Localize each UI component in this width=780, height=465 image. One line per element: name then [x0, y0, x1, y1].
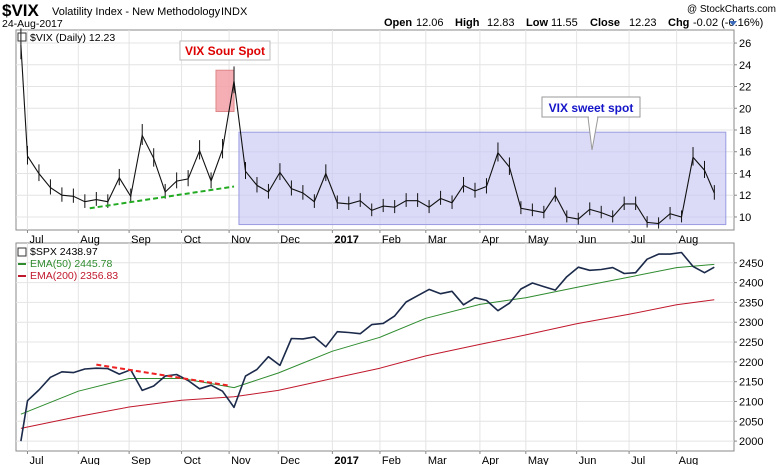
x-tick-label: Dec [280, 234, 300, 246]
spx-legend-label: EMA(200) 2356.83 [30, 270, 118, 282]
sour-spot-zone [215, 69, 235, 113]
quote-value: 12.83 [487, 17, 515, 29]
vix-panel: 10 12 14 16 18 20 22 24 26 $VIX (Daily) 12.23 VI… [15, 28, 751, 231]
x-tick-label: Aug [679, 234, 699, 246]
spx-legend-label: EMA(50) 2445.78 [30, 258, 112, 270]
x-tick-label: Nov [231, 234, 251, 246]
x-tick-label: Oct [184, 455, 201, 465]
x-tick-label: Jun [579, 455, 597, 465]
quote-label: Low [526, 17, 548, 29]
spx-series [20, 251, 715, 442]
vix-series [20, 28, 715, 229]
sour-spot-label: VIX Sour Spot [185, 44, 265, 58]
support-trendline [89, 185, 235, 210]
vix-line [20, 45, 715, 225]
resistance-trendline [96, 363, 230, 387]
spx-panel: 2000 2050 2100 2150 2200 2250 2300 2350 2400 2450… [15, 242, 763, 452]
x-tick-label: Jul [29, 455, 43, 465]
x-tick-label: Apr [482, 455, 499, 465]
y-tick-label: 18 [739, 125, 751, 137]
y-tick-label: 2300 [739, 317, 763, 329]
instrument-name: Volatility Index - New Methodology [52, 6, 221, 18]
y-tick-label: 24 [739, 60, 751, 72]
exchange-label: INDX [221, 6, 248, 18]
y-tick-label: 2200 [739, 357, 763, 369]
x-tick-label: Jul [631, 455, 645, 465]
spx-gridlines [16, 243, 734, 451]
quote-bar: Open 12.06 High 12.83 Low 11.55 Close 12.23 Chg -… [384, 17, 763, 29]
x-tick-label: Oct [184, 234, 201, 246]
ema200-line [20, 299, 715, 429]
y-tick-label: 20 [739, 103, 751, 115]
x-tick-label: May [528, 455, 549, 465]
spx-panel-frame [15, 242, 735, 452]
x-tick-label: Aug [80, 455, 100, 465]
y-tick-label: 12 [739, 190, 751, 202]
vix-legend: $VIX (Daily) 12.23 [17, 32, 115, 44]
symbol-title: $VIX [2, 1, 40, 20]
x-tick-label: Mar [428, 455, 447, 465]
y-tick-label: 22 [739, 82, 751, 94]
sweet-spot-zone [238, 131, 727, 226]
y-tick-label: 2400 [739, 278, 763, 290]
x-tick-label: Jun [579, 234, 597, 246]
sweet-spot-label: VIX sweet spot [549, 101, 634, 115]
x-tick-label: May [528, 234, 549, 246]
y-tick-label: 26 [739, 38, 751, 50]
x-tick-label: Nov [231, 455, 251, 465]
chart-header: $VIX Volatility Index - New Methodology … [2, 1, 776, 30]
quote-value: 11.55 [551, 17, 578, 29]
x-tick-label: Mar [428, 234, 447, 246]
x-tick-label: Aug [679, 455, 699, 465]
vix-x-axis: Jul Aug Sep Oct Nov Dec 2017 Feb Mar Apr May Jun Jul… [26, 230, 699, 246]
y-tick-label: 2100 [739, 396, 763, 408]
watermark: @ StockCharts.com [687, 4, 776, 15]
legend-swatch [17, 32, 27, 42]
triangle-down-icon[interactable] [729, 21, 737, 26]
spx-x-axis: Jul Aug Sep Oct Nov Dec 2017 Feb Mar Apr May Jun Jul… [26, 451, 699, 465]
quote-label: Open [384, 17, 412, 29]
x-tick-label: Jul [631, 234, 645, 246]
quote-label: Chg [668, 17, 689, 29]
quote-value: 12.23 [629, 17, 657, 29]
legend-swatch [17, 247, 27, 257]
y-tick-label: 2450 [739, 258, 763, 270]
x-tick-label: Aug [80, 234, 100, 246]
vix-y-axis: 10 12 14 16 18 20 22 24 26 [734, 38, 751, 224]
x-tick-label: Feb [382, 234, 401, 246]
y-tick-label: 2000 [739, 436, 763, 448]
x-tick-label: Sep [131, 455, 151, 465]
x-tick-label: Apr [482, 234, 499, 246]
chart-date: 24-Aug-2017 [2, 18, 63, 30]
x-tick-label: 2017 [334, 234, 358, 246]
y-tick-label: 2150 [739, 377, 763, 389]
vix-annotations: VIX Sour Spot VIX sweet spot [179, 40, 641, 151]
x-tick-label: Jul [29, 234, 43, 246]
x-tick-label: Dec [280, 455, 300, 465]
vix-legend-label: $VIX (Daily) 12.23 [30, 32, 115, 44]
y-tick-label: 2350 [739, 297, 763, 309]
y-tick-label: 2250 [739, 337, 763, 349]
quote-label: High [455, 17, 480, 29]
y-tick-label: 10 [739, 212, 751, 224]
spx-y-axis: 2000 2050 2100 2150 2200 2250 2300 2350 2400 2450 [734, 258, 763, 448]
y-tick-label: 16 [739, 147, 751, 159]
y-tick-label: 14 [739, 168, 751, 180]
ema50-line [20, 263, 715, 415]
y-tick-label: 2050 [739, 416, 763, 428]
quote-value: 12.06 [416, 17, 444, 29]
spx-legend-label: $SPX 2438.97 [30, 246, 98, 258]
quote-value: -0.02 (-0.16%) [693, 17, 763, 29]
x-tick-label: 2017 [334, 455, 358, 465]
x-tick-label: Sep [131, 234, 151, 246]
x-tick-label: Feb [382, 455, 401, 465]
quote-label: Close [590, 17, 620, 29]
spx-price-line [20, 251, 715, 442]
vix-zones [215, 69, 727, 226]
sour-spot-callout [179, 40, 271, 61]
